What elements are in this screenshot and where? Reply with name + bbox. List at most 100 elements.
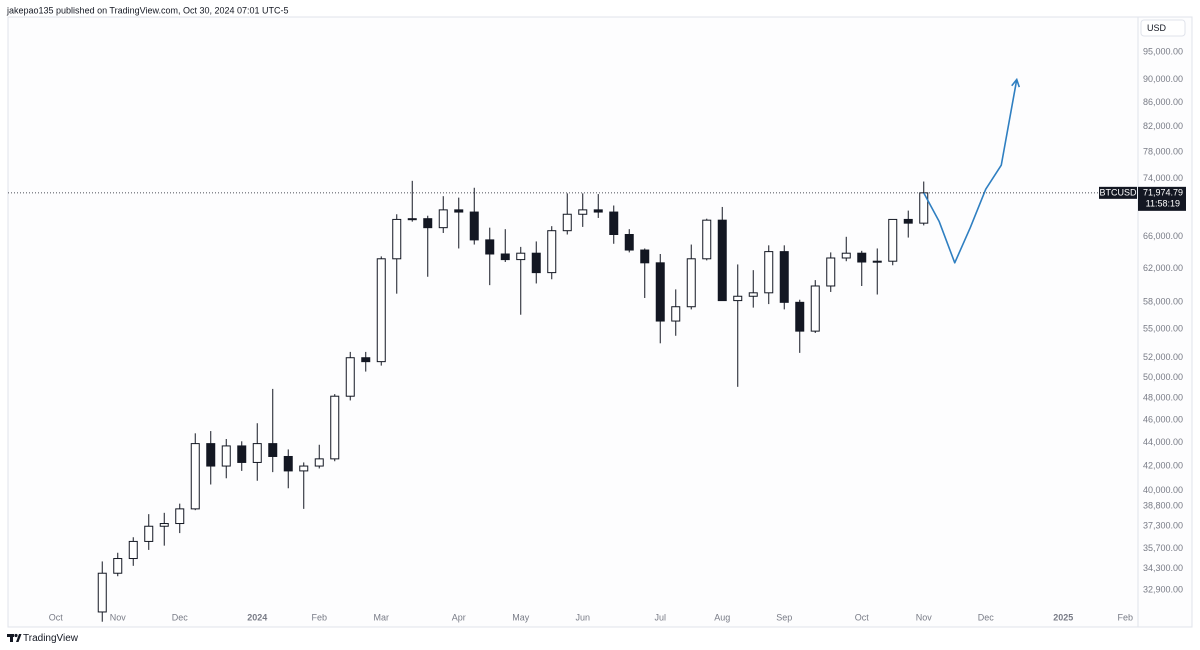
candle-body [841, 252, 851, 259]
candle-body [345, 357, 355, 397]
candle-body [671, 306, 681, 322]
y-tick-label: 35,700.00 [1143, 543, 1183, 553]
candle-body [547, 230, 557, 274]
candle-body [578, 209, 588, 215]
y-tick-label: 38,800.00 [1143, 501, 1183, 511]
candle-body [764, 251, 774, 294]
y-tick-label: 82,000.00 [1143, 121, 1183, 131]
symbol-label: BTCUSD [1099, 188, 1137, 198]
candle-body [562, 213, 572, 232]
candle-body [826, 257, 836, 287]
candle-body [454, 209, 464, 213]
candles [97, 180, 929, 622]
brand: TradingView [23, 633, 79, 644]
y-tick-label: 86,000.00 [1143, 97, 1183, 107]
y-tick-label: 66,000.00 [1143, 231, 1183, 241]
candle-body [237, 445, 247, 463]
y-tick-label: 78,000.00 [1143, 146, 1183, 156]
y-tick-label: 58,000.00 [1143, 297, 1183, 307]
candle-body [144, 525, 154, 542]
candle-body [314, 458, 324, 467]
candle-body [640, 249, 650, 264]
candle-body [469, 211, 479, 241]
candle-body [624, 234, 634, 251]
x-tick-label: Aug [714, 612, 730, 622]
plot-area [7, 16, 1193, 628]
x-tick-label: Mar [374, 612, 390, 622]
logo [7, 633, 22, 642]
x-tick-label: Apr [452, 612, 466, 622]
candle-body [97, 572, 107, 613]
x-tick-label: Sep [776, 612, 792, 622]
candle-body [128, 540, 138, 560]
x-tick-label: Jul [654, 612, 666, 622]
candle-body [190, 443, 200, 510]
currency: USD [1147, 23, 1167, 33]
candle-body [857, 252, 867, 263]
x-tick-label: Nov [916, 612, 933, 622]
x-tick-label: Jun [575, 612, 590, 622]
candle-body [206, 443, 216, 467]
candle-body [872, 260, 882, 263]
countdown-label: 11:58:19 [1146, 199, 1180, 209]
logo-mark [10, 634, 13, 642]
candle-body [361, 357, 371, 363]
projection-arrowhead [1011, 77, 1021, 88]
y-tick-label: 37,300.00 [1143, 521, 1183, 531]
candle-body [531, 252, 541, 274]
candle-body [593, 209, 603, 213]
y-tick-label: 40,000.00 [1143, 485, 1183, 495]
candle-body [717, 219, 727, 302]
y-tick-label: 62,000.00 [1143, 263, 1183, 273]
x-tick-label: Dec [978, 612, 995, 622]
candle-body [423, 218, 433, 229]
candle-body [221, 445, 231, 467]
x-tick-label: Dec [172, 612, 189, 622]
candle-body [795, 301, 805, 332]
candle-body [655, 262, 665, 322]
candle-body [888, 218, 898, 262]
y-tick-label: 74,000.00 [1143, 173, 1183, 183]
y-tick-label: 52,000.00 [1143, 352, 1183, 362]
x-tick-label: Feb [1117, 612, 1133, 622]
candle-body [268, 443, 278, 457]
candle-body [702, 219, 712, 260]
candle-body [376, 258, 386, 363]
candle-body [810, 285, 820, 332]
y-tick-label: 46,000.00 [1143, 414, 1183, 424]
x-tick-label: Oct [855, 612, 870, 622]
y-tick-label: 34,300.00 [1143, 563, 1183, 573]
y-tick-label: 50,000.00 [1143, 372, 1183, 382]
candle-body [438, 209, 448, 229]
x-tick-label: Feb [311, 612, 327, 622]
logo-mark [16, 634, 22, 642]
x-tick-label: Nov [110, 612, 127, 622]
last-price-label: 71,974.79 [1143, 188, 1183, 198]
projection-line [923, 79, 1018, 264]
logo-mark [14, 633, 18, 638]
symbol-box [1099, 186, 1137, 199]
y-tick-label: 90,000.00 [1143, 74, 1183, 84]
candle-body [252, 443, 262, 463]
y-tick-label: 95,000.00 [1143, 46, 1183, 56]
candle-body [733, 295, 743, 302]
candle-body [283, 455, 293, 472]
candle-body [779, 251, 789, 303]
candle-body [175, 508, 185, 525]
candle-body [500, 253, 510, 261]
candle-body [516, 252, 526, 261]
candle-body [609, 211, 619, 236]
candle-body [159, 523, 169, 527]
y-tick-label: 44,000.00 [1143, 437, 1183, 447]
candle-body [686, 258, 696, 308]
y-tick-label: 42,000.00 [1143, 460, 1183, 470]
candle-body [903, 218, 913, 224]
candle-body [407, 218, 417, 221]
currency-box [1140, 19, 1186, 37]
y-tick-label: 55,000.00 [1143, 324, 1183, 334]
y-tick-label: 32,900.00 [1143, 584, 1183, 594]
y-tick-label: 48,000.00 [1143, 393, 1183, 403]
price-box [1138, 186, 1186, 211]
candle-body [299, 465, 309, 472]
x-tick-label: 2024 [247, 612, 267, 622]
